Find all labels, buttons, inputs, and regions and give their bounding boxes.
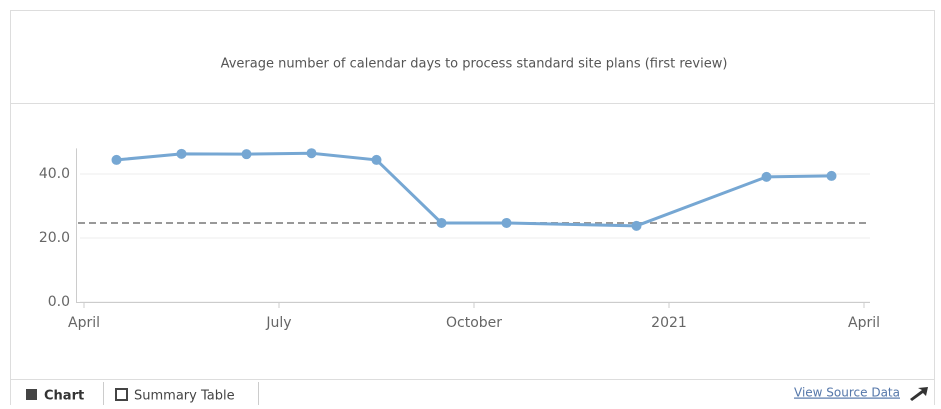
point <box>176 148 187 159</box>
point <box>826 170 837 181</box>
chart-tab[interactable]: Chart <box>44 389 84 404</box>
point <box>501 217 512 228</box>
y-tick-label: 20.0 <box>39 230 70 246</box>
point <box>241 149 252 160</box>
summary-table-tab[interactable]: Summary Table <box>134 389 235 404</box>
x-tick-label: October <box>446 315 502 331</box>
table-icon <box>115 388 128 401</box>
point <box>761 171 772 182</box>
x-tick-label: 2021 <box>651 315 687 331</box>
point <box>306 148 317 159</box>
point <box>631 220 642 231</box>
point <box>111 154 122 165</box>
x-tick-label: April <box>848 315 880 331</box>
chart-title: Average number of calendar days to proce… <box>221 57 728 72</box>
source-link[interactable]: View Source Data <box>794 386 900 400</box>
x-tick-label: April <box>68 315 100 331</box>
x-tick-label: July <box>265 315 291 331</box>
series-line <box>116 151 832 228</box>
point <box>436 217 447 228</box>
point <box>371 154 382 165</box>
share-arrow <box>910 387 928 401</box>
y-tick-label: 40.0 <box>39 166 70 182</box>
frame <box>10 10 935 409</box>
chart-icon <box>26 389 37 400</box>
y-tick-label: 0.0 <box>48 294 70 310</box>
